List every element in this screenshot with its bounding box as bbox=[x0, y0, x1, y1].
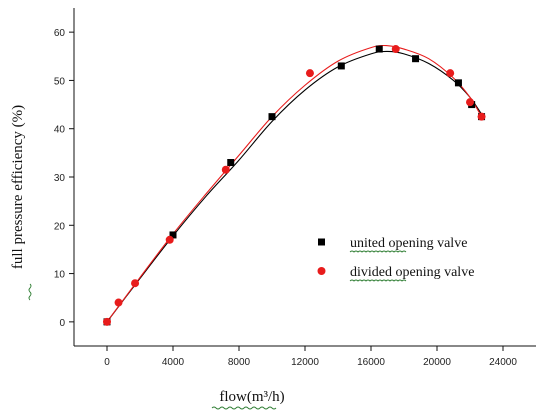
data-point-square bbox=[227, 159, 235, 167]
x-tick-label: 20000 bbox=[423, 357, 451, 368]
data-point-circle bbox=[477, 112, 486, 121]
data-point-circle bbox=[466, 98, 474, 107]
y-tick-label: 30 bbox=[54, 173, 66, 184]
data-point-circle bbox=[165, 235, 174, 244]
data-point-circle bbox=[391, 45, 400, 54]
x-tick-label: 0 bbox=[104, 357, 110, 368]
x-tick-label: 12000 bbox=[291, 357, 319, 368]
y-tick-label: 10 bbox=[54, 270, 66, 281]
data-point-circle bbox=[221, 165, 230, 174]
y-axis-title-underline bbox=[28, 283, 32, 301]
data-point-square bbox=[337, 62, 345, 70]
fit-curves bbox=[106, 44, 483, 323]
data-markers bbox=[103, 45, 486, 326]
y-axis-title: full pressure efficiency (%) bbox=[10, 105, 26, 269]
y-tick-label: 50 bbox=[54, 76, 66, 87]
data-point-circle bbox=[131, 279, 140, 288]
data-point-circle bbox=[446, 69, 455, 78]
chart-axes bbox=[73, 8, 536, 347]
data-point-circle bbox=[103, 317, 111, 326]
x-tick-label: 16000 bbox=[357, 357, 385, 368]
y-tick-label: 40 bbox=[54, 125, 66, 136]
fit-curve-series-2 bbox=[106, 44, 483, 323]
axis-ticks: 0 4000 8000 12000 16000 20000 24000 0 10 20 30 40 50… bbox=[54, 28, 517, 368]
data-point-square bbox=[412, 55, 420, 63]
legend-circle-marker bbox=[317, 267, 326, 275]
legend-label: divided opening valve bbox=[350, 265, 474, 280]
y-tick-label: 20 bbox=[54, 221, 66, 232]
legend-label-underline bbox=[349, 250, 407, 253]
x-tick-label: 4000 bbox=[162, 357, 185, 368]
data-point-square bbox=[169, 231, 177, 239]
x-axis-title-underline bbox=[211, 406, 277, 410]
y-tick-label: 60 bbox=[54, 28, 66, 39]
data-point-circle bbox=[114, 298, 123, 307]
data-point-square bbox=[454, 79, 462, 87]
data-point-square bbox=[375, 45, 383, 53]
data-point-square bbox=[268, 113, 276, 121]
data-point-circle bbox=[305, 69, 314, 78]
fit-curve-series-1 bbox=[106, 50, 483, 323]
y-tick-label: 0 bbox=[59, 318, 65, 329]
legend-square-marker bbox=[318, 238, 325, 246]
legend-label-underline bbox=[349, 279, 407, 282]
x-axis-title: flow(m³/h) bbox=[219, 389, 284, 405]
legend-label: united opening valve bbox=[350, 236, 467, 251]
legend: united opening valve divided opening valv… bbox=[317, 236, 474, 282]
x-tick-label: 24000 bbox=[489, 357, 517, 368]
x-tick-label: 8000 bbox=[228, 357, 251, 368]
